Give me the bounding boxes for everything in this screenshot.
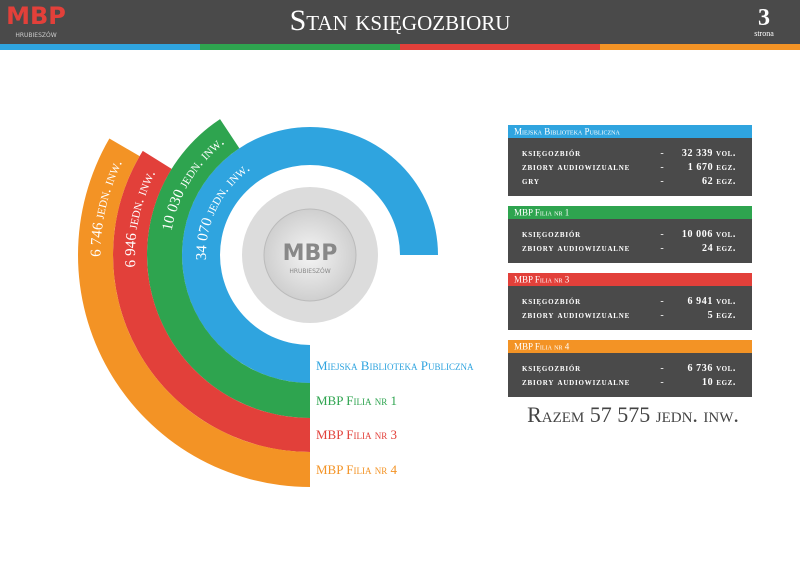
page-number: 3 [758, 5, 770, 31]
strip [600, 44, 800, 50]
row-label: gry [522, 176, 540, 187]
row-label: zbiory audiowizualne [522, 243, 630, 254]
row-value: 6 736 vol. [687, 363, 736, 374]
row-label: zbiory audiowizualne [522, 310, 630, 321]
logo-sub: HRUBIESZÓW [15, 32, 56, 39]
row-value: 24 egz. [702, 243, 736, 254]
center-disc [263, 208, 357, 302]
row-value: 5 egz. [708, 310, 736, 321]
strip [400, 44, 600, 50]
row-label: księgozbiór [522, 296, 581, 307]
strip [0, 44, 200, 50]
category-label: MBP Filia nr 1 [316, 393, 397, 408]
radial-bar [77, 138, 310, 487]
row-label: księgozbiór [522, 148, 581, 159]
radial-bar [182, 127, 438, 383]
page-title: Stan księgozbioru [290, 4, 511, 37]
total: Razem 57 575 jedn. inw. [527, 402, 739, 427]
row-dash: - [660, 310, 663, 321]
panel-header [508, 340, 752, 353]
strip [200, 44, 400, 50]
row-label: księgozbiór [522, 229, 581, 240]
panel-header [508, 206, 752, 219]
row-label: zbiory audiowizualne [522, 377, 630, 388]
row-dash: - [660, 229, 663, 240]
row-dash: - [660, 176, 663, 187]
center-logo: MBP [283, 241, 338, 266]
panel-body [508, 219, 752, 263]
row-value: 6 941 vol. [687, 296, 736, 307]
center-logo-sub: HRUBIESZÓW [289, 268, 330, 275]
panel-body [508, 286, 752, 330]
row-value: 10 egz. [702, 377, 736, 388]
category-label: Miejska Biblioteka Publiczna [316, 358, 474, 373]
logo: MBP [6, 2, 66, 30]
panel-body [508, 138, 752, 196]
panel-title: MBP Filia nr 4 [514, 342, 570, 352]
radial-bar [112, 150, 310, 452]
panel-header [508, 273, 752, 286]
row-dash: - [660, 377, 663, 388]
panel-title: MBP Filia nr 3 [514, 275, 570, 285]
page-label: strona [754, 29, 774, 38]
row-label: zbiory audiowizualne [522, 162, 630, 173]
row-dash: - [660, 363, 663, 374]
row-label: księgozbiór [522, 363, 581, 374]
row-value: 10 006 vol. [682, 229, 736, 240]
row-dash: - [660, 148, 663, 159]
row-dash: - [660, 243, 663, 254]
panel-title: MBP Filia nr 1 [514, 208, 569, 218]
radial-bar [147, 119, 310, 419]
panel-title: Miejska Biblioteka Publiczna [514, 127, 621, 137]
row-dash: - [660, 296, 663, 307]
row-value: 32 339 vol. [682, 148, 736, 159]
panel-header [508, 125, 752, 138]
category-label: MBP Filia nr 3 [316, 427, 397, 442]
row-value: 1 670 egz. [688, 162, 736, 173]
row-dash: - [660, 162, 663, 173]
row-value: 62 egz. [702, 176, 736, 187]
panel-body [508, 353, 752, 397]
header-bar [0, 0, 800, 44]
category-label: MBP Filia nr 4 [316, 462, 397, 477]
